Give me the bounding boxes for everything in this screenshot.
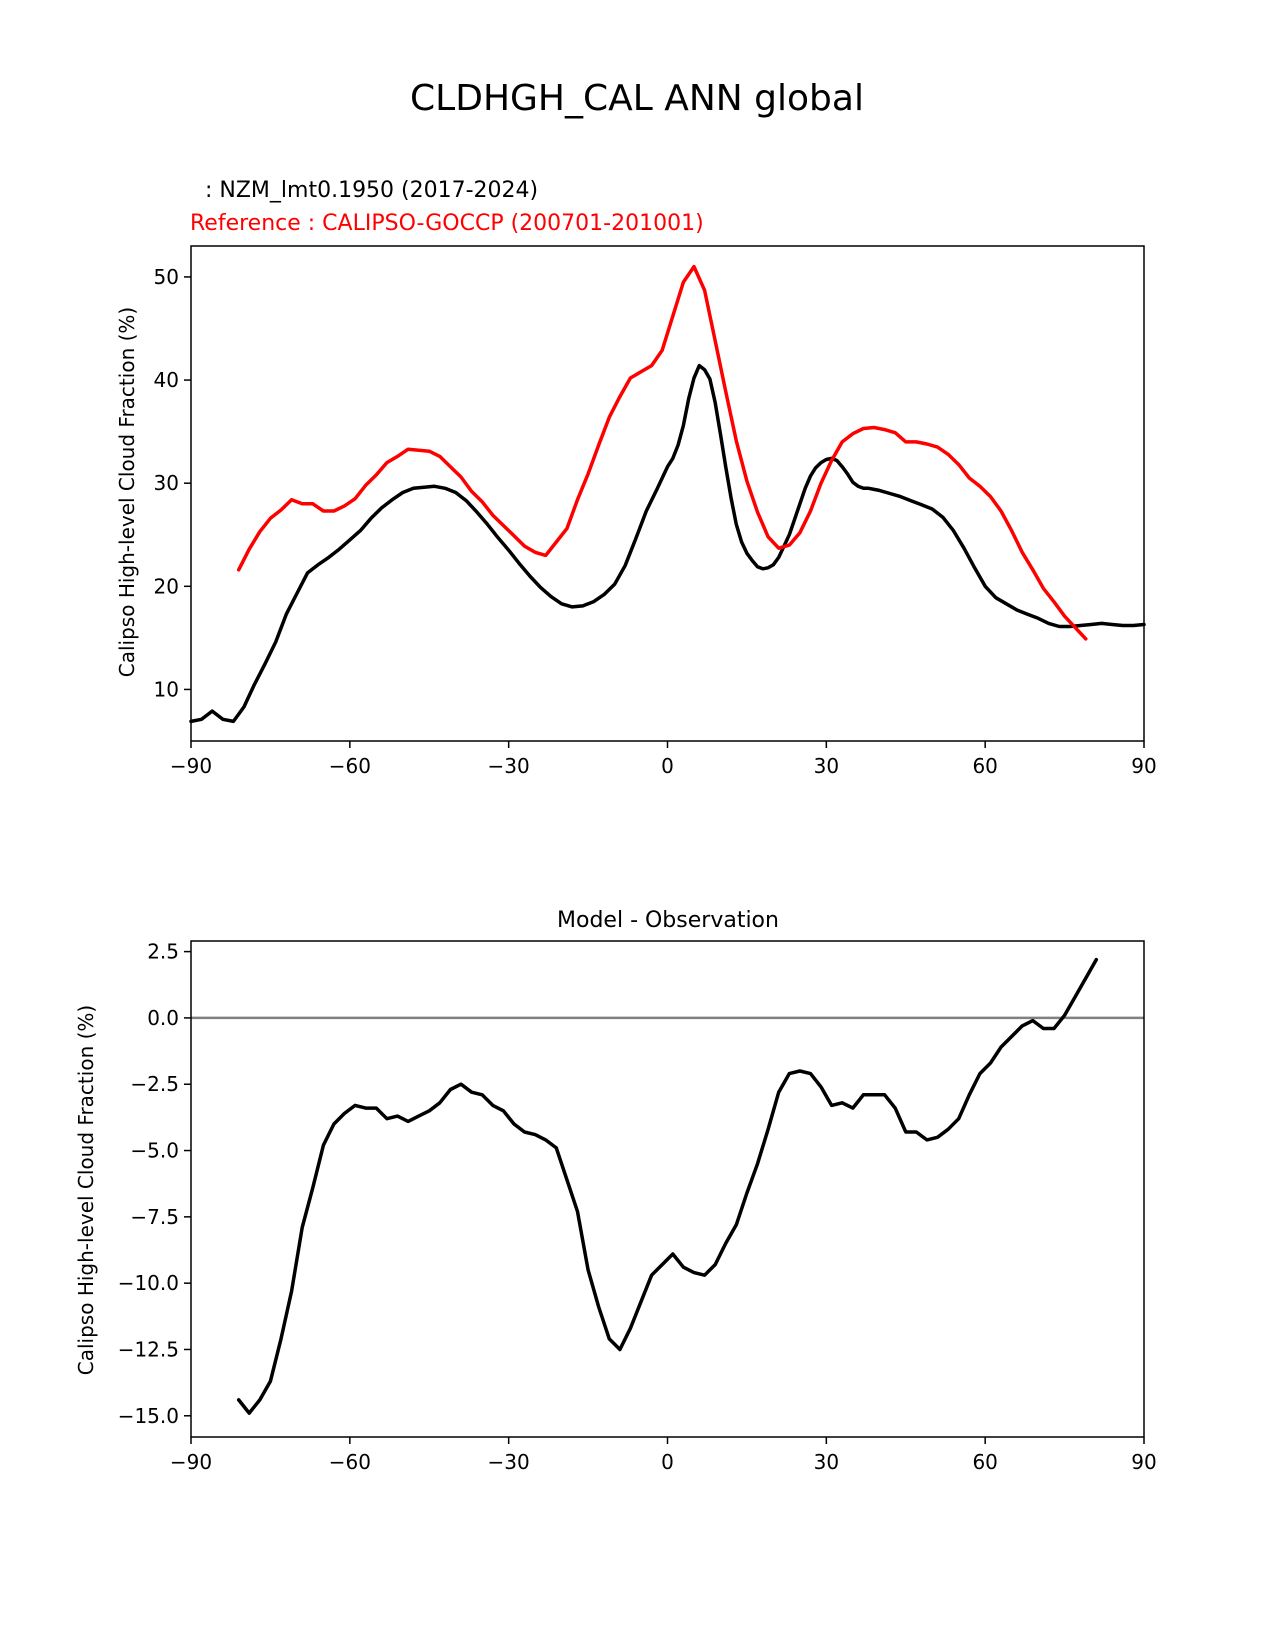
top-chart-series-line-0 (189, 363, 1146, 724)
top-chart-ytick-label: 40 (154, 368, 179, 392)
top-chart-xtick-label: 60 (972, 754, 997, 778)
bottom-chart-ylabel: Calipso High-level Cloud Fraction (%) (74, 1005, 98, 1375)
bottom-chart-xtick-label: 60 (972, 1450, 997, 1474)
bottom-chart-ytick-label: −2.5 (130, 1072, 179, 1096)
top-chart-xtick-label: 90 (1131, 754, 1156, 778)
top-chart-ylabel: Calipso High-level Cloud Fraction (%) (115, 307, 139, 677)
top-chart-title-test: : NZM_lmt0.1950 (2017-2024) (198, 178, 538, 203)
bottom-chart-xtick-label: −30 (488, 1450, 530, 1474)
bottom-chart-ticks: −90 −60 −30 0 30 60 90 2.5 0.0 −2.5 −5.0 −7.5 −10.0 −… (118, 940, 1157, 1474)
top-chart-series (189, 264, 1146, 724)
bottom-chart-ytick-label: −7.5 (130, 1205, 179, 1229)
bottom-chart-ytick-label: −10.0 (118, 1271, 179, 1295)
bottom-chart-xtick-label: 0 (661, 1450, 674, 1474)
top-chart-xtick-label: 0 (661, 754, 674, 778)
top-chart-xtick-label: 30 (814, 754, 839, 778)
bottom-chart-frame (190, 940, 1145, 1438)
figure-title: CLDHGH_CAL ANN global (410, 78, 864, 119)
top-chart-frame (190, 245, 1145, 742)
top-chart-xtick-label: −60 (329, 754, 371, 778)
top-chart-ytick-label: 20 (154, 574, 179, 598)
top-chart-series-line-1 (236, 264, 1088, 641)
bottom-chart-series (236, 957, 1099, 1415)
bottom-chart-ytick-label: −12.5 (118, 1337, 179, 1361)
bottom-chart-ytick-label: −15.0 (118, 1404, 179, 1428)
bottom-chart-xtick-label: −90 (170, 1450, 212, 1474)
bottom-chart-xtick-label: −60 (329, 1450, 371, 1474)
top-chart-ytick-label: 30 (154, 471, 179, 495)
bottom-chart-series-line-0 (236, 957, 1099, 1415)
top-chart-ticks: −90 −60 −30 0 30 60 90 10 20 30 40 50 (154, 265, 1157, 778)
bottom-chart-title: Model - Observation (557, 908, 779, 933)
top-chart-panel: : NZM_lmt0.1950 (2017-2024) Reference : … (115, 178, 1157, 778)
top-chart-xtick-label: −30 (488, 754, 530, 778)
bottom-chart-ytick-label: 0.0 (147, 1006, 179, 1030)
bottom-chart-ytick-label: −5.0 (130, 1139, 179, 1163)
top-chart-xtick-label: −90 (170, 754, 212, 778)
bottom-chart-xtick-label: 30 (814, 1450, 839, 1474)
bottom-chart-panel: Model - Observation Calipso High-level C… (74, 908, 1157, 1474)
bottom-chart-xtick-label: 90 (1131, 1450, 1156, 1474)
top-chart-title-reference: Reference : CALIPSO-GOCCP (200701-201001… (190, 211, 704, 236)
top-chart-ytick-label: 10 (154, 677, 179, 701)
bottom-chart-ytick-label: 2.5 (147, 940, 179, 964)
top-chart-ytick-label: 50 (154, 265, 179, 289)
